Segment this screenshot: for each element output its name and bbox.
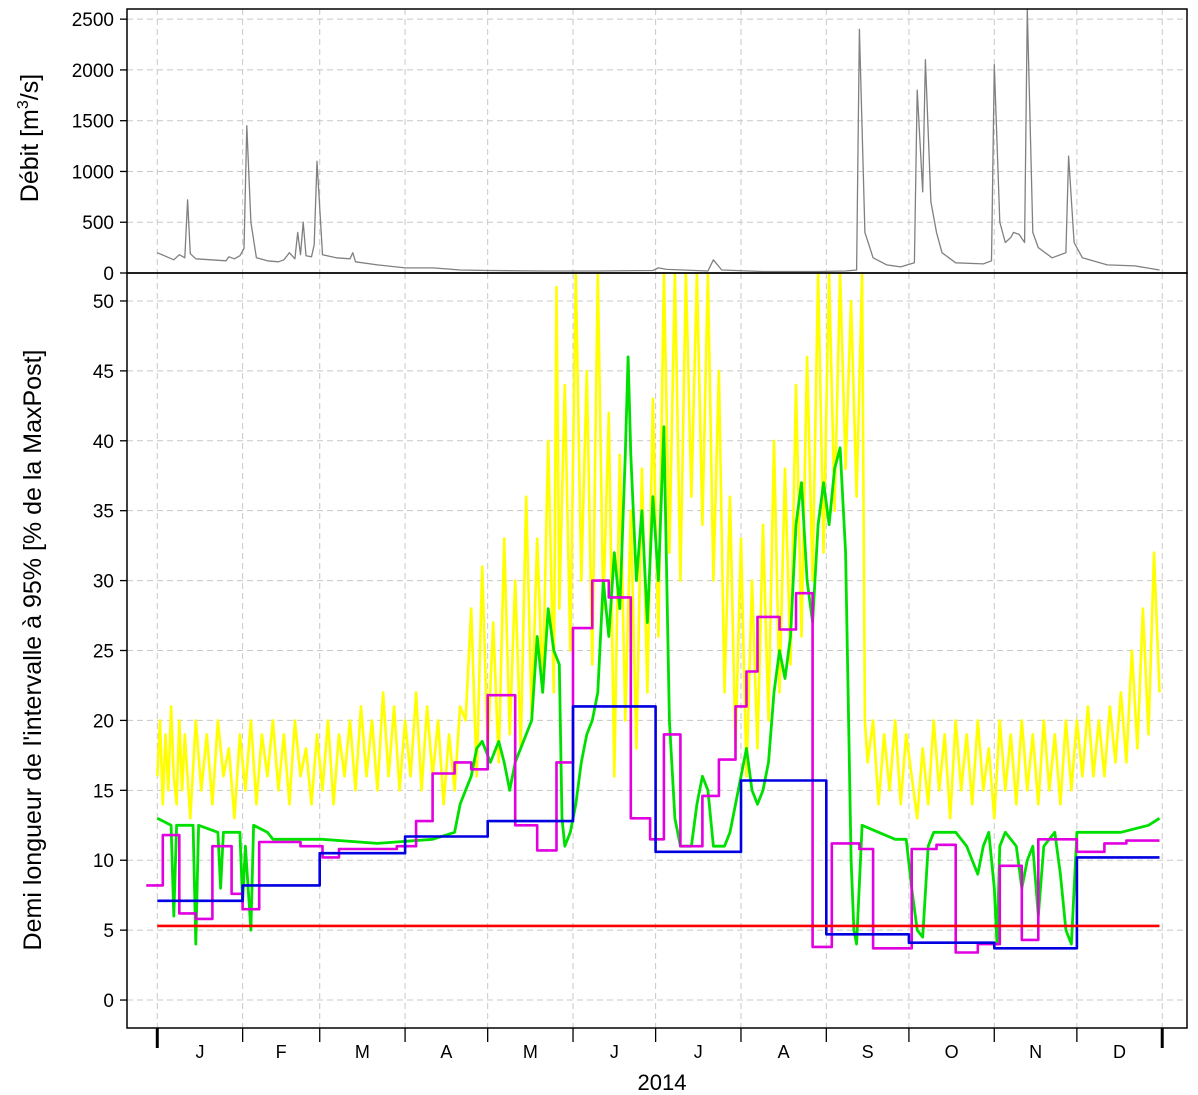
discharge-y-ticks: 0 500 1000 1500 2000 2500 <box>72 10 127 285</box>
ci-width-series <box>146 273 1161 954</box>
ci-width-y-tick-label: 50 <box>93 292 114 313</box>
ci-width-panel-frame <box>126 272 1188 1029</box>
ci-width-y-tick-label: 35 <box>93 502 114 523</box>
discharge-series <box>157 8 1160 273</box>
ci-width-y-tick-label: 15 <box>93 781 114 802</box>
month-label: A <box>440 1042 452 1062</box>
discharge-y-tick-label: 1500 <box>72 112 114 133</box>
ci-width-y-tick-label: 30 <box>93 572 114 593</box>
x-axis-title: 2014 <box>638 1070 687 1095</box>
ci-width-panel: 0 5 10 15 20 25 30 35 40 45 50 J F M A M J J A S O N D Demi l… <box>19 273 1187 1095</box>
month-label: J <box>195 1042 204 1062</box>
magenta-series-line <box>146 579 1160 954</box>
discharge-y-tick-label: 2000 <box>72 61 114 82</box>
ci-width-y-tick-label: 0 <box>103 991 114 1012</box>
ci-width-y-tick-label: 10 <box>93 851 114 872</box>
discharge-y-tick-label: 1000 <box>72 162 114 183</box>
discharge-y-axis-title: Débit [m3/s] <box>15 74 44 202</box>
month-label: A <box>778 1042 790 1062</box>
month-label: J <box>694 1042 703 1062</box>
month-label: S <box>862 1042 874 1062</box>
month-label: O <box>945 1042 959 1062</box>
month-label: D <box>1113 1042 1126 1062</box>
discharge-y-tick-label: 2500 <box>72 10 114 31</box>
month-label: M <box>523 1042 538 1062</box>
ci-width-y-ticks: 0 5 10 15 20 25 30 35 40 45 50 <box>93 292 127 1012</box>
ci-width-y-tick-label: 45 <box>93 362 114 383</box>
ci-width-y-tick-label: 20 <box>93 711 114 732</box>
discharge-y-tick-label: 0 <box>103 264 114 285</box>
blue-series-line <box>157 705 1160 950</box>
month-label: N <box>1029 1042 1042 1062</box>
month-label: J <box>610 1042 619 1062</box>
green-series-line <box>156 355 1161 946</box>
ci-width-y-tick-label: 40 <box>93 432 114 453</box>
discharge-y-tick-label: 500 <box>82 213 114 234</box>
month-label: F <box>276 1042 287 1062</box>
month-label: M <box>355 1042 370 1062</box>
discharge-line <box>157 8 1160 273</box>
ci-width-y-tick-label: 5 <box>103 921 114 942</box>
ci-width-y-tick-label: 25 <box>93 642 114 663</box>
ci-width-y-axis-title: Demi longueur de l'intervalle à 95% [% d… <box>19 350 47 951</box>
